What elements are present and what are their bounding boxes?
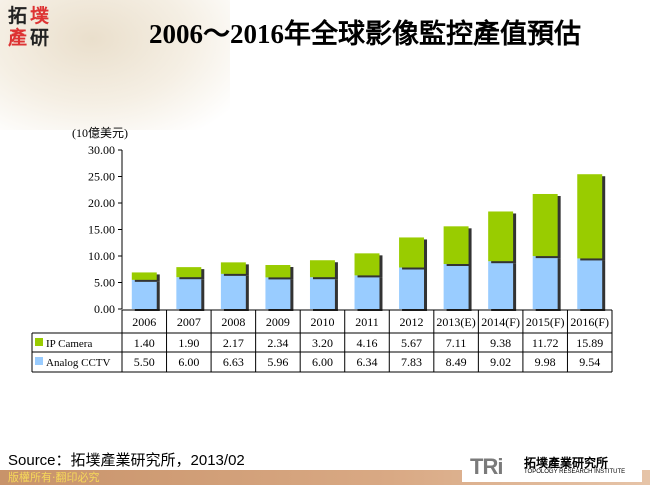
- data-label: 7.83: [401, 355, 422, 369]
- legend-swatch: [35, 357, 43, 365]
- x-tick-label: 2016(F): [570, 315, 609, 329]
- bar-analog-cctv: [532, 256, 558, 309]
- x-tick-label: 2010: [310, 315, 334, 329]
- bar-analog-cctv: [131, 279, 157, 309]
- x-tick-label: 2014(F): [481, 315, 520, 329]
- data-label: 3.20: [312, 336, 333, 350]
- data-label: 7.11: [446, 336, 467, 350]
- data-label: 2.34: [267, 336, 288, 350]
- bar-ip-camera: [443, 226, 469, 265]
- bar-ip-camera: [399, 237, 425, 268]
- y-tick-label: 25.00: [88, 170, 115, 184]
- bar-analog-cctv: [176, 277, 202, 309]
- page-title: 2006～2016年全球影像監控產值預估: [149, 19, 581, 49]
- bar-ip-camera: [265, 265, 291, 278]
- bar-ip-camera: [488, 211, 514, 262]
- bar-analog-cctv: [488, 261, 514, 309]
- y-tick-label: 10.00: [88, 249, 115, 263]
- bar-ip-camera: [176, 267, 202, 278]
- y-tick-label: 5.00: [94, 276, 115, 290]
- x-tick-label: 2012: [400, 315, 424, 329]
- data-label: 2.17: [223, 336, 244, 350]
- data-label: 8.49: [446, 355, 467, 369]
- y-tick-label: 20.00: [88, 196, 115, 210]
- bar-analog-cctv: [443, 264, 469, 309]
- logo: 拓 墣 產 研: [8, 5, 50, 49]
- brand-en: TOPOLOGY RESEARCH INSTITUTE: [524, 469, 626, 475]
- bar-ip-camera: [131, 272, 157, 280]
- bar-ip-camera: [309, 260, 335, 278]
- legend-swatch: [35, 338, 43, 346]
- data-label: 6.00: [312, 355, 333, 369]
- data-label: 6.63: [223, 355, 244, 369]
- bar-ip-camera: [220, 262, 246, 274]
- data-label: 9.02: [490, 355, 511, 369]
- x-tick-label: 2006: [132, 315, 156, 329]
- bar-ip-camera: [577, 174, 603, 259]
- x-tick-label: 2015(F): [526, 315, 565, 329]
- bar-analog-cctv: [399, 267, 425, 309]
- data-label: 9.98: [535, 355, 556, 369]
- bar-analog-cctv: [354, 275, 380, 309]
- bar-ip-camera: [354, 253, 380, 276]
- copyright: 版權所有‧翻印必究: [8, 471, 100, 484]
- data-label: 5.67: [401, 336, 422, 350]
- legend-label: IP Camera: [46, 338, 92, 350]
- brand-zh: 拓墣產業研究所: [524, 456, 609, 470]
- x-tick-label: 2011: [355, 315, 379, 329]
- y-tick-label: 30.00: [88, 143, 115, 157]
- data-label: 9.54: [579, 355, 600, 369]
- data-label: 6.34: [357, 355, 378, 369]
- bar-analog-cctv: [309, 277, 335, 309]
- data-label: 5.50: [134, 355, 155, 369]
- legend-label: Analog CCTV: [46, 357, 111, 369]
- y-tick-label: 15.00: [88, 223, 115, 237]
- data-label: 1.90: [178, 336, 199, 350]
- data-label: 4.16: [357, 336, 378, 350]
- x-tick-label: 2007: [177, 315, 201, 329]
- background-map: [0, 0, 230, 130]
- bar-analog-cctv: [265, 277, 291, 309]
- source-note: Source：拓墣產業研究所，2013/02: [8, 452, 245, 469]
- x-tick-label: 2008: [221, 315, 245, 329]
- bar-ip-camera: [532, 193, 558, 257]
- data-label: 5.96: [267, 355, 288, 369]
- bar-analog-cctv: [220, 273, 246, 309]
- data-label: 9.38: [490, 336, 511, 350]
- bar-analog-cctv: [577, 258, 603, 309]
- y-axis-unit: (10億美元): [72, 126, 128, 140]
- y-tick-label: 0.00: [94, 302, 115, 316]
- data-label: 15.89: [576, 336, 603, 350]
- x-tick-label: 2013(E): [436, 315, 475, 329]
- data-label: 11.72: [532, 336, 559, 350]
- brand: TRi: [470, 454, 503, 479]
- tri-logo: TRi 拓墣產業研究所 TOPOLOGY RESEARCH INSTITUTE: [462, 452, 642, 482]
- data-label: 1.40: [134, 336, 155, 350]
- x-tick-label: 2009: [266, 315, 290, 329]
- data-label: 6.00: [178, 355, 199, 369]
